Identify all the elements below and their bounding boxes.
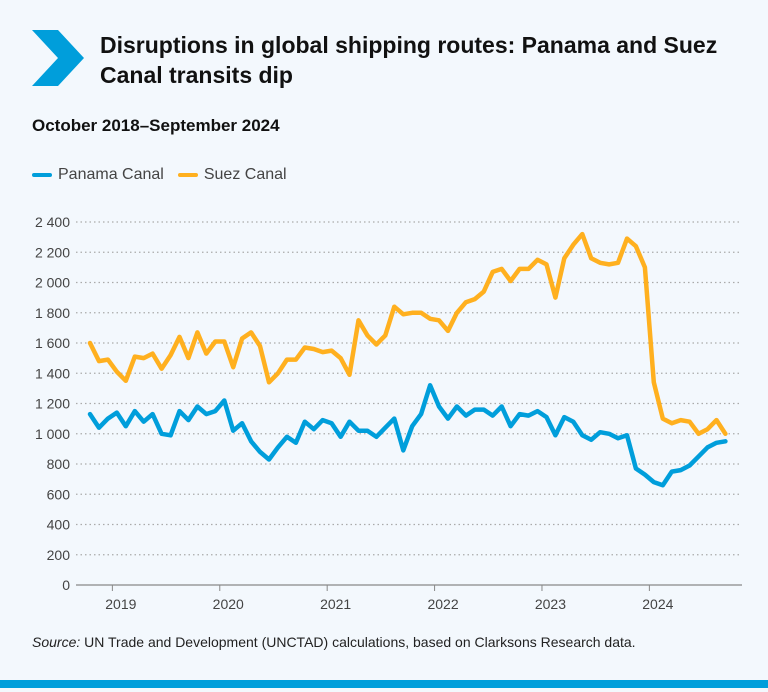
footer-bar — [0, 680, 768, 688]
source-text: UN Trade and Development (UNCTAD) calcul… — [80, 634, 636, 650]
unctad-chevron-logo — [32, 30, 84, 86]
x-tick-label: 2021 — [320, 596, 351, 612]
y-tick-label: 400 — [47, 517, 71, 533]
y-tick-label: 600 — [47, 486, 71, 502]
chart-title: Disruptions in global shipping routes: P… — [100, 32, 718, 88]
legend-item-panama: Panama Canal — [32, 166, 164, 184]
source-label: Source: — [32, 634, 81, 650]
y-tick-label: 800 — [47, 456, 71, 472]
y-tick-label: 2 200 — [35, 244, 70, 260]
legend-label-panama: Panama Canal — [58, 166, 164, 183]
legend: Panama Canal Suez Canal — [32, 166, 287, 184]
legend-swatch-panama — [32, 173, 52, 177]
series-line-panama — [87, 383, 728, 488]
y-tick-label: 2 000 — [35, 275, 70, 291]
y-tick-label: 2 400 — [35, 214, 70, 230]
y-tick-label: 1 600 — [35, 335, 70, 351]
x-tick-label: 2020 — [213, 596, 244, 612]
series-line-suez — [87, 231, 728, 437]
source-note: Source: UN Trade and Development (UNCTAD… — [32, 634, 636, 650]
x-tick-label: 2024 — [642, 596, 673, 612]
legend-label-suez: Suez Canal — [203, 166, 287, 183]
y-tick-label: 1 000 — [35, 426, 70, 442]
y-tick-label: 1 400 — [35, 365, 70, 381]
chart-subtitle: October 2018–September 2024 — [32, 116, 280, 135]
x-tick-label: 2023 — [535, 596, 566, 612]
line-chart: 0 200 400 600 800 1 000 1 200 1 400 1 600 1 800 2 … — [35, 214, 742, 612]
x-tick-label: 2019 — [105, 596, 136, 612]
y-tick-label: 1 800 — [35, 305, 70, 321]
legend-swatch-suez — [177, 173, 198, 177]
legend-item-suez: Suez Canal — [177, 166, 287, 184]
y-tick-label: 200 — [47, 547, 71, 563]
y-tick-label: 1 200 — [35, 396, 70, 412]
x-tick-label: 2022 — [427, 596, 458, 612]
y-tick-label: 0 — [62, 577, 70, 593]
